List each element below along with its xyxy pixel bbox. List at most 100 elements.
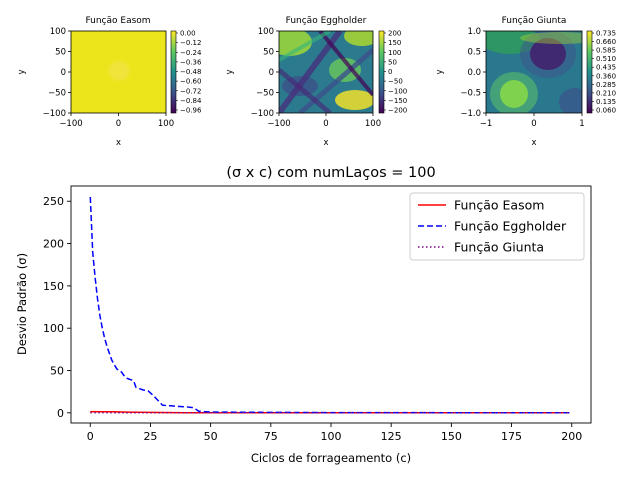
eggholder-image [279,31,373,113]
giunta-ylabel: y [435,69,445,74]
colorbar-tick-label: 200 [388,30,401,38]
giunta-xtick: −1 [480,119,493,129]
line-chart-ylabel: Desvio Padrão (σ) [15,253,29,355]
giunta-title: Função Giunta [502,16,567,26]
y-tick-label: 0 [57,407,64,420]
colorbar-tick-label: −0.48 [180,68,201,76]
y-tick-label: 200 [43,238,64,251]
colorbar-tick-label: −0.12 [180,39,201,47]
x-tick-label: 100 [321,430,342,443]
giunta-ytick: 0.0 [467,68,481,78]
eggholder-ytick: −100 [251,109,274,119]
eggholder-xlabel: x [323,138,328,148]
easom-xtick: 0 [116,119,121,129]
line-chart-title: (σ x c) com numLaços = 100 [226,165,435,181]
easom-xlabel: x [116,138,121,148]
colorbar-tick-label: 0.585 [596,47,616,55]
giunta-xtick: 1 [579,119,584,129]
eggholder-xtick: 100 [365,119,381,129]
colorbar-tick-label: 0.210 [596,89,616,97]
eggholder-ytick: 50 [263,48,274,58]
giunta-y-ticks: 1.0 0.5 0.0 −0.5 −1.0 [460,27,486,119]
colorbar-tick-label: −200 [388,107,407,115]
colorbar-tick-label: 0.285 [596,81,616,89]
eggholder-x-ticks: −100 0 100 [267,113,381,129]
legend-label: Função Easom [454,198,544,213]
colorbar-tick-label: 0.510 [596,55,616,63]
colorbar-tick-label: −150 [388,97,407,105]
heatmap-giunta: Função Giunta −1 0 1 1.0 0.5 [435,16,616,148]
easom-colorbar: 0.00−0.12 −0.24−0.36 −0.48 −0.60−0.72 −0.84 −… [170,30,202,115]
y-tick-label: 250 [43,195,64,208]
easom-title: Função Easom [85,16,150,26]
colorbar-tick-label: 0.135 [596,98,616,106]
giunta-colorbar: 0.7350.6600.5850.5100.4350.3600.2850.210… [586,30,616,115]
line-chart: (σ x c) com numLaços = 100 0 25 50 75 100 125… [15,165,592,465]
easom-ytick: −100 [43,109,66,119]
legend: Função Easom Função Eggholder Função Giunt… [409,192,585,261]
colorbar-tick-label: 0.360 [596,72,616,80]
eggholder-ytick: 0 [269,68,274,78]
easom-minimum-spot [105,58,133,84]
y-tick-label: 150 [43,280,64,293]
y-tick-label: 100 [43,322,64,335]
line-chart-series [89,196,570,414]
easom-ytick: 50 [55,48,66,58]
x-tick-label: 175 [501,430,522,443]
line-chart-y-ticks: 0 50 100 150 200 250 [43,195,71,420]
heatmap-easom: Função Easom −100 0 100 100 50 0 −50 −10… [17,16,202,148]
eggholder-ylabel: y [225,69,235,74]
giunta-ytick: 0.5 [467,48,481,58]
colorbar-tick-label: 0.735 [596,30,616,38]
eggholder-ytick: 100 [258,27,274,37]
x-tick-label: 150 [441,430,462,443]
colorbar-tick-label: 0.060 [596,107,616,115]
x-tick-label: 125 [381,430,402,443]
legend-label: Função Giunta [454,240,544,255]
giunta-ytick: 1.0 [467,27,481,37]
easom-xtick: 100 [158,119,174,129]
x-tick-label: 50 [204,430,218,443]
colorbar-tick-label: 100 [388,49,401,57]
legend-box [409,192,585,261]
easom-y-ticks: 100 50 0 −50 −100 [43,27,71,119]
giunta-ytick: −0.5 [460,89,481,99]
colorbar-tick-label: −0.60 [180,78,201,86]
y-tick-label: 50 [50,365,64,378]
easom-x-ticks: −100 0 100 [59,113,174,129]
legend-label: Função Eggholder [454,219,567,234]
giunta-ytick: −1.0 [460,109,481,119]
eggholder-xtick: 0 [323,119,328,129]
easom-ytick: 0 [61,68,66,78]
colorbar-tick-label: 0.435 [596,64,616,72]
eggholder-ytick: −50 [256,89,274,99]
colorbar-tick-label: −100 [388,87,407,95]
eggholder-title: Função Eggholder [286,16,367,26]
colorbar-tick-label: −0.72 [180,87,201,95]
colorbar-tick-label: −0.36 [180,58,202,66]
colorbar-tick-label: −0.96 [180,107,202,115]
line-chart-x-ticks: 0 25 50 75 100 125 150 175 200 [87,423,582,443]
colorbar-tick-label: 0.660 [596,38,616,46]
x-tick-label: 0 [87,430,94,443]
giunta-x-ticks: −1 0 1 [480,113,585,129]
colorbar-tick-label: −0.24 [180,49,202,57]
x-tick-label: 75 [264,430,278,443]
easom-xtick: −100 [59,119,82,129]
heatmap-eggholder: Função Eggholder −100 0 100 [225,16,407,148]
colorbar-tick-label: −50 [388,78,403,86]
eggholder-xtick: −100 [267,119,290,129]
line-chart-xlabel: Ciclos de forrageamento (c) [251,451,411,465]
x-tick-label: 200 [561,430,582,443]
easom-ylabel: y [17,69,27,74]
easom-ytick: −50 [48,89,66,99]
giunta-image [486,31,582,113]
colorbar-tick-label: 150 [388,39,401,47]
colorbar-tick-label: −0.84 [180,97,202,105]
colorbar-tick-label: 0.00 [180,30,196,38]
giunta-xtick: 0 [531,119,536,129]
eggholder-y-ticks: 100 50 0 −50 −100 [251,27,279,119]
x-tick-label: 25 [143,430,157,443]
